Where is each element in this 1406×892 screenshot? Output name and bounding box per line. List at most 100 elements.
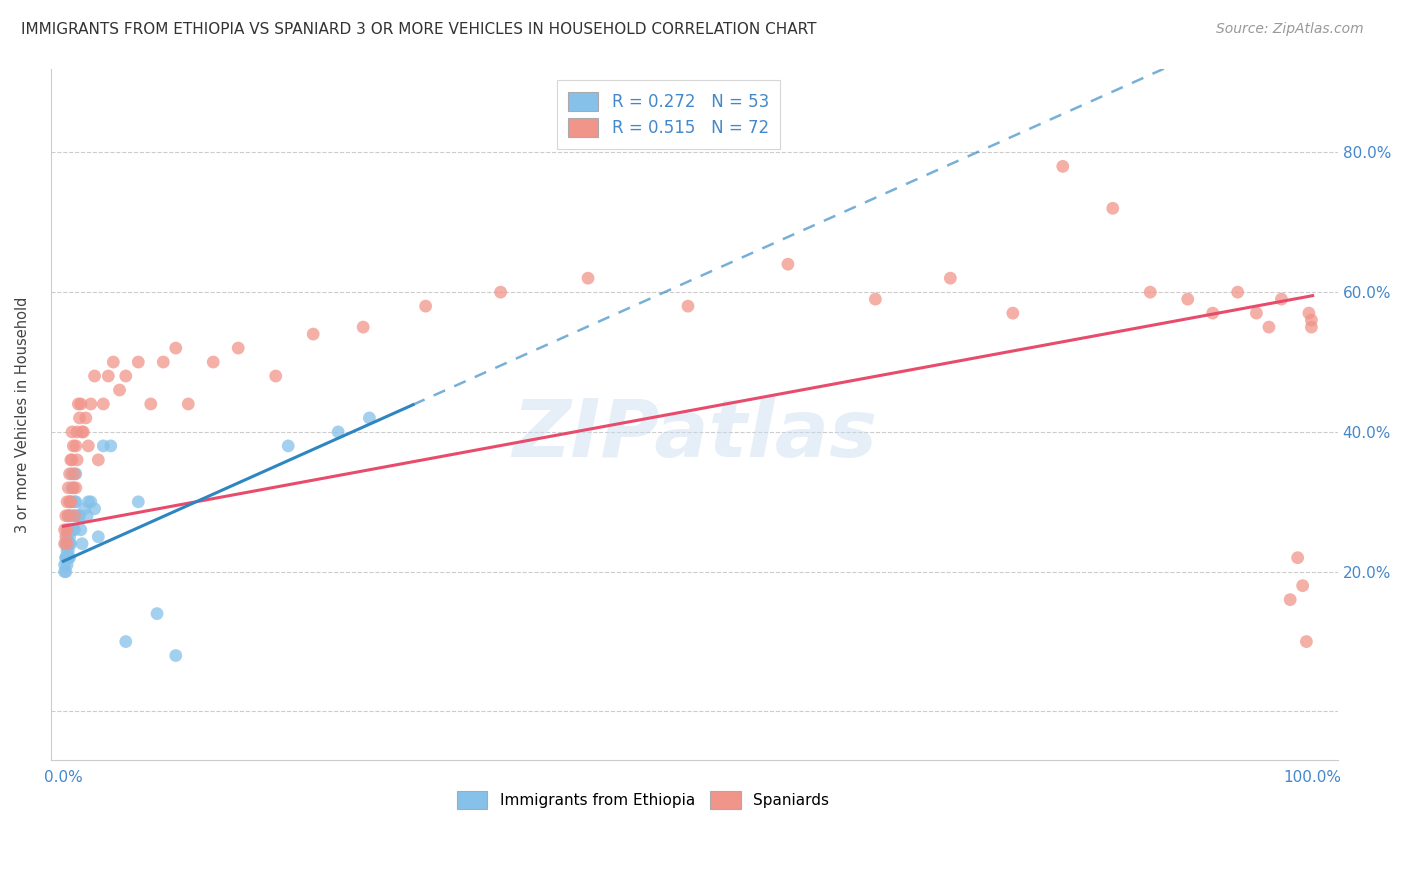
Point: [58, 508, 80, 523]
Point: [1291, 579, 1313, 593]
Point: [56, 523, 79, 537]
Point: [55, 565, 77, 579]
Point: [53, 523, 76, 537]
Point: [1295, 634, 1317, 648]
Point: [58, 523, 80, 537]
Point: [65, 481, 87, 495]
Point: [226, 341, 249, 355]
Point: [55, 508, 77, 523]
Point: [139, 397, 162, 411]
Point: [58, 537, 80, 551]
Point: [1301, 313, 1323, 327]
Point: [100, 439, 122, 453]
Point: [69, 411, 91, 425]
Point: [80, 397, 103, 411]
Point: [62, 439, 84, 453]
Point: [114, 634, 136, 648]
Point: [87, 453, 110, 467]
Point: [58, 543, 80, 558]
Point: [65, 495, 87, 509]
Point: [66, 425, 89, 439]
Point: [69, 523, 91, 537]
Point: [1177, 292, 1199, 306]
Point: [77, 495, 100, 509]
Point: [97, 369, 120, 384]
Point: [59, 537, 82, 551]
Point: [776, 257, 799, 271]
Point: [53, 558, 76, 572]
Point: [60, 453, 83, 467]
Point: [1202, 306, 1225, 320]
Point: [56, 543, 79, 558]
Point: [415, 299, 437, 313]
Point: [114, 369, 136, 384]
Point: [127, 355, 149, 369]
Point: [58, 508, 80, 523]
Point: [58, 467, 80, 481]
Point: [939, 271, 962, 285]
Point: [67, 397, 90, 411]
Point: [69, 508, 91, 523]
Point: [60, 425, 83, 439]
Point: [58, 523, 80, 537]
Point: [67, 508, 90, 523]
Point: [53, 537, 76, 551]
Point: [165, 341, 187, 355]
Point: [1139, 285, 1161, 300]
Point: [1286, 550, 1309, 565]
Point: [1101, 202, 1123, 216]
Y-axis label: 3 or more Vehicles in Household: 3 or more Vehicles in Household: [15, 296, 30, 533]
Point: [62, 523, 84, 537]
Point: [59, 453, 82, 467]
Point: [59, 495, 82, 509]
Point: [70, 537, 93, 551]
Point: [127, 495, 149, 509]
Point: [146, 607, 169, 621]
Point: [1052, 160, 1074, 174]
Point: [91, 397, 114, 411]
Point: [80, 495, 103, 509]
Text: IMMIGRANTS FROM ETHIOPIA VS SPANIARD 3 OR MORE VEHICLES IN HOUSEHOLD CORRELATION: IMMIGRANTS FROM ETHIOPIA VS SPANIARD 3 O…: [21, 22, 817, 37]
Point: [77, 439, 100, 453]
Point: [576, 271, 599, 285]
Text: ZIPatlas: ZIPatlas: [512, 396, 877, 475]
Point: [152, 355, 174, 369]
Point: [352, 320, 374, 334]
Point: [55, 550, 77, 565]
Point: [83, 501, 105, 516]
Point: [56, 550, 79, 565]
Point: [91, 439, 114, 453]
Point: [63, 508, 86, 523]
Legend: Immigrants from Ethiopia, Spaniards: Immigrants from Ethiopia, Spaniards: [450, 785, 835, 815]
Point: [58, 550, 80, 565]
Point: [63, 495, 86, 509]
Point: [165, 648, 187, 663]
Point: [63, 523, 86, 537]
Point: [56, 530, 79, 544]
Point: [202, 355, 225, 369]
Point: [1298, 306, 1320, 320]
Point: [62, 481, 84, 495]
Point: [53, 565, 76, 579]
Point: [1246, 306, 1268, 320]
Point: [63, 467, 86, 481]
Point: [177, 397, 200, 411]
Point: [56, 558, 79, 572]
Point: [56, 537, 79, 551]
Point: [59, 508, 82, 523]
Point: [58, 481, 80, 495]
Point: [58, 537, 80, 551]
Point: [60, 481, 83, 495]
Point: [59, 495, 82, 509]
Point: [62, 508, 84, 523]
Point: [72, 425, 94, 439]
Point: [66, 508, 89, 523]
Point: [1270, 292, 1292, 306]
Point: [58, 508, 80, 523]
Point: [69, 397, 91, 411]
Point: [1258, 320, 1281, 334]
Point: [83, 369, 105, 384]
Point: [489, 285, 512, 300]
Point: [58, 530, 80, 544]
Point: [70, 425, 93, 439]
